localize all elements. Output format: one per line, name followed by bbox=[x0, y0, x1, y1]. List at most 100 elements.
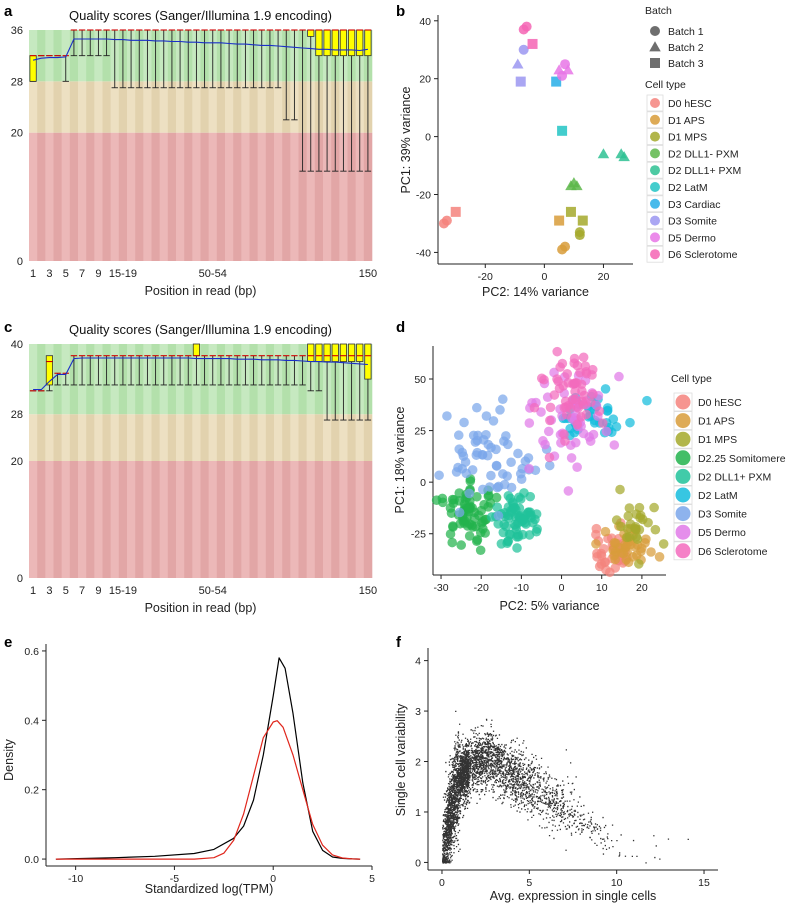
quality-zone-orange bbox=[151, 81, 160, 133]
data-point bbox=[578, 399, 589, 410]
x-tick-label: 3 bbox=[46, 268, 52, 280]
data-point bbox=[543, 426, 554, 437]
data-point bbox=[499, 479, 510, 490]
quality-zone-orange bbox=[37, 81, 46, 133]
data-point bbox=[596, 559, 607, 569]
quality-zone-red bbox=[192, 461, 201, 578]
data-point bbox=[540, 439, 550, 450]
y-tick-label: 0.6 bbox=[24, 646, 39, 658]
quality-zone-orange bbox=[143, 414, 152, 461]
data-point bbox=[459, 518, 469, 528]
data-point bbox=[491, 444, 501, 455]
data-point bbox=[575, 367, 585, 378]
y-tick-label: -20 bbox=[416, 190, 431, 202]
quality-zone-orange bbox=[45, 414, 54, 461]
legend-title: Cell type bbox=[645, 79, 686, 91]
legend-swatch bbox=[649, 41, 661, 52]
quality-zone-red bbox=[216, 132, 226, 261]
panel-letter: c bbox=[4, 319, 12, 336]
quality-zone-red bbox=[69, 461, 79, 578]
quality-zone-orange bbox=[143, 81, 152, 133]
data-point bbox=[563, 486, 574, 496]
data-point bbox=[588, 389, 598, 399]
quality-zone-orange bbox=[265, 81, 275, 133]
legend-title: Cell type bbox=[671, 373, 712, 385]
data-point bbox=[492, 482, 503, 493]
data-point bbox=[434, 470, 444, 481]
quality-box bbox=[192, 343, 201, 357]
legend-swatch bbox=[675, 487, 691, 503]
quality-zone-red bbox=[29, 132, 38, 261]
data-point bbox=[630, 542, 640, 552]
chart-title: Quality scores (Sanger/Illumina 1.9 enco… bbox=[69, 322, 332, 337]
panel-letter: b bbox=[396, 3, 405, 20]
legend-swatch bbox=[675, 413, 691, 429]
quality-zone-red bbox=[102, 461, 111, 578]
y-tick-label: 3 bbox=[415, 706, 421, 718]
data-point bbox=[591, 523, 602, 534]
quality-zone-red bbox=[233, 132, 242, 261]
y-tick-label: 0.4 bbox=[24, 715, 39, 727]
x-tick-label: -10 bbox=[68, 873, 83, 885]
data-point bbox=[445, 503, 456, 513]
x-tick-label: 15-19 bbox=[109, 268, 137, 280]
quality-zone-red bbox=[290, 132, 299, 261]
data-point bbox=[623, 511, 634, 521]
quality-zone-red bbox=[192, 132, 201, 261]
data-point bbox=[559, 429, 569, 440]
y-tick-label: 25 bbox=[414, 426, 426, 438]
data-point bbox=[450, 206, 461, 217]
data-point bbox=[549, 390, 560, 400]
data-point bbox=[587, 364, 598, 375]
data-point bbox=[448, 522, 458, 532]
quality-zone-red bbox=[127, 461, 136, 578]
data-point bbox=[481, 411, 492, 421]
quality-zone-red bbox=[53, 461, 62, 578]
quality-zone-red bbox=[339, 461, 348, 578]
legend-swatch bbox=[650, 215, 660, 226]
quality-box bbox=[307, 29, 315, 37]
panel-letter: d bbox=[396, 319, 405, 336]
quality-zone-red bbox=[176, 461, 185, 578]
y-tick-label: 40 bbox=[419, 16, 431, 28]
data-point bbox=[616, 521, 626, 532]
data-point bbox=[618, 151, 630, 162]
quality-zone-orange bbox=[110, 81, 120, 133]
quality-zone-orange bbox=[29, 414, 38, 461]
quality-zone-red bbox=[86, 461, 95, 578]
quality-zone-red bbox=[347, 132, 356, 261]
data-point bbox=[577, 215, 588, 226]
quality-zone-red bbox=[176, 132, 185, 261]
data-point bbox=[640, 538, 650, 548]
y-axis-label: Density bbox=[2, 738, 16, 780]
quality-zone-red bbox=[225, 461, 234, 578]
quality-zone-red bbox=[331, 461, 340, 578]
y-tick-label: 0.2 bbox=[24, 785, 39, 797]
data-point bbox=[467, 465, 478, 475]
data-point bbox=[459, 417, 469, 428]
data-point bbox=[570, 386, 580, 397]
data-point bbox=[580, 361, 591, 371]
y-tick-label: 0.0 bbox=[24, 854, 39, 866]
data-point bbox=[515, 76, 526, 87]
quality-zone-orange bbox=[200, 81, 209, 133]
data-point bbox=[586, 397, 596, 408]
quality-zone-red bbox=[78, 132, 87, 261]
quality-zone-red bbox=[347, 461, 356, 578]
quality-zone-red bbox=[306, 461, 316, 578]
quality-box bbox=[315, 343, 323, 362]
mean-line bbox=[33, 357, 368, 391]
quality-box bbox=[307, 343, 315, 362]
quality-zone-orange bbox=[53, 414, 62, 461]
data-point bbox=[503, 439, 513, 450]
data-point bbox=[658, 539, 669, 549]
data-point bbox=[438, 497, 448, 508]
data-point bbox=[566, 453, 577, 463]
data-point bbox=[491, 461, 502, 471]
y-tick-label: 20 bbox=[11, 456, 23, 468]
y-tick-label: 4 bbox=[415, 656, 421, 668]
data-point bbox=[472, 402, 482, 413]
panel-d: d -30 -20 -10 0 10 20 -25 0 25 50 PC2: 5% variance P… bbox=[393, 319, 786, 613]
data-point bbox=[602, 403, 613, 413]
quality-zone-orange bbox=[257, 414, 267, 461]
